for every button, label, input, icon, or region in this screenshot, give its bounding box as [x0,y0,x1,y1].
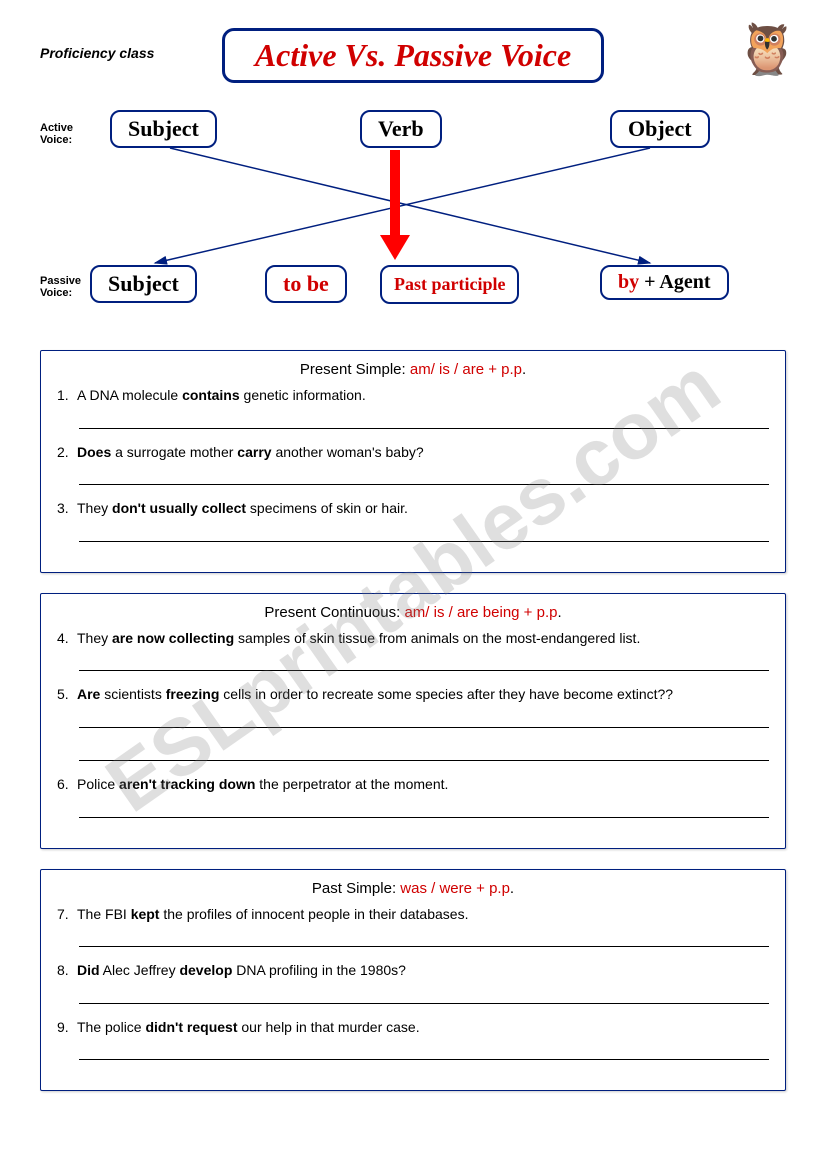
active-verb-node: Verb [360,110,442,148]
title-box: Active Vs. Passive Voice [222,28,604,83]
worksheet-page: ESLprintables.com Proficiency class Acti… [0,0,826,1169]
section-title-dot: . [522,361,526,378]
passive-tobe-node: to be [265,265,347,303]
answer-line[interactable] [79,466,769,485]
section-box: Present Continuous: am/ is / are being +… [40,593,786,849]
voice-diagram: ActiveVoice: PassiveVoice: Subject Verb … [40,100,786,330]
exercise-item: 8.Did Alec Jeffrey develop DNA profiling… [57,961,769,981]
active-subject-node: Subject [110,110,217,148]
section-box: Present Simple: am/ is / are + p.p. 1.A D… [40,350,786,573]
header: Proficiency class Active Vs. Passive Voi… [40,20,786,90]
exercise-item: 6.Police aren't tracking down the perpet… [57,775,769,795]
passive-agent-node: by + Agent [600,265,729,300]
owl-icon: 🦉 [736,20,806,90]
section-title: Present Continuous: am/ is / are being +… [57,604,769,621]
section-title-black: Past Simple: [312,880,400,897]
section-title-dot: . [557,604,561,621]
answer-line[interactable] [79,742,769,761]
exercise-item: 7.The FBI kept the profiles of innocent … [57,905,769,925]
exercise-item: 1.A DNA molecule contains genetic inform… [57,386,769,406]
exercise-item: 2.Does a surrogate mother carry another … [57,443,769,463]
section-title-dot: . [510,880,514,897]
active-object-node: Object [610,110,710,148]
active-voice-label: ActiveVoice: [40,122,73,146]
passive-pp-node: Past participle [380,265,519,304]
section-title: Past Simple: was / were + p.p. [57,880,769,897]
answer-line[interactable] [79,1041,769,1060]
exercise-item: 4.They are now collecting samples of ski… [57,629,769,649]
exercise-item: 9.The police didn't request our help in … [57,1018,769,1038]
section-box: Past Simple: was / were + p.p. 7.The FBI … [40,869,786,1092]
section-title-black: Present Continuous: [264,604,404,621]
answer-line[interactable] [79,410,769,429]
passive-voice-label: PassiveVoice: [40,275,81,299]
section-title-black: Present Simple: [300,361,410,378]
answer-line[interactable] [79,799,769,818]
exercise-item: 5.Are scientists freezing cells in order… [57,685,769,705]
proficiency-label: Proficiency class [40,45,154,61]
answer-line[interactable] [79,652,769,671]
answer-line[interactable] [79,709,769,728]
exercise-item: 3.They don't usually collect specimens o… [57,499,769,519]
section-title: Present Simple: am/ is / are + p.p. [57,361,769,378]
section-title-red: was / were + p.p [400,880,510,897]
answer-line[interactable] [79,928,769,947]
sections-container: Present Simple: am/ is / are + p.p. 1.A D… [40,350,786,1091]
answer-line[interactable] [79,985,769,1004]
page-title: Active Vs. Passive Voice [255,37,571,73]
section-title-red: am/ is / are being + p.p [404,604,557,621]
passive-subject-node: Subject [90,265,197,303]
answer-line[interactable] [79,523,769,542]
section-title-red: am/ is / are + p.p [410,361,522,378]
